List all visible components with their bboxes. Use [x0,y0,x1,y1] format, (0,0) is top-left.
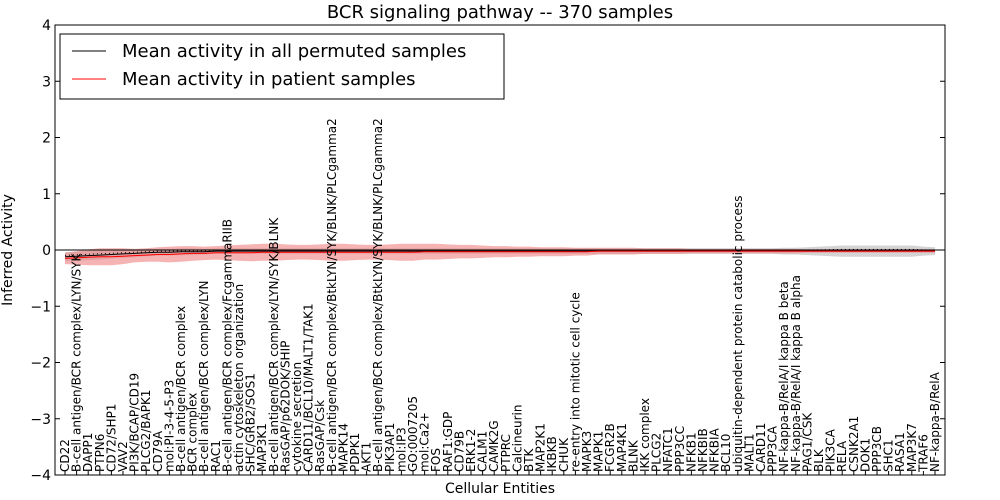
category-label: ubiquitin-dependent protein catabolic pr… [731,196,745,472]
category-label: PTPRC [499,434,513,472]
legend-entry-patient: Mean activity in patient samples [122,69,416,90]
category-label: VAV2 [116,441,130,472]
category-label: FOS [429,448,443,472]
category-label: MAP4K1 [615,423,629,472]
y-axis-label: Inferred Activity [0,194,16,306]
category-label: mol:IP3 [394,427,408,472]
category-label: B-cell antigen/BCR complex/LYN/SYK [70,252,84,472]
axes-frame [54,24,946,476]
category-label: MAPK3 [580,431,594,472]
category-label: B-cell antigen/BCR complex/BtkLYN/SYK/BL… [371,118,385,472]
category-label: NF-kappa-B/RelA [928,371,942,472]
category-label: CD79A [151,430,165,472]
category-label: IKK complex [638,398,652,472]
category-label: RasGAP/Csk [313,400,327,472]
legend: Mean activity in all permuted samples Mea… [59,33,505,100]
category-label: MAP3K1 [255,423,269,472]
category-label: RAF1:GDP [441,412,455,472]
category-label: PTPN6 [93,434,107,472]
category-label: BLK [812,448,826,472]
y-tick-label: −1 [30,299,51,315]
category-label: B-cell antigen/BCR complex/BtkLYN/SYK/BL… [325,118,339,472]
category-label: IKBKB [545,436,559,472]
category-label: PDPK1 [348,433,362,472]
chart-title: BCR signaling pathway -- 370 samples [327,2,673,23]
category-label: B-cell antigen/BCR complex [174,306,188,472]
y-tick-label: 2 [42,131,51,147]
category-label: NFATC1 [661,427,675,472]
category-label: MAP2K1 [534,423,548,472]
legend-box [59,33,505,100]
patient-std-band [65,243,935,266]
category-label: DAPP1 [81,433,95,472]
patient-mean-line [64,250,935,259]
category-label: cytokine secretion [290,362,304,472]
category-label: PAG1/CSK [800,412,814,472]
legend-entry-permuted: Mean activity in all permuted samples [122,41,466,62]
category-label: MALT1 [742,433,756,472]
y-tick-label: 3 [42,74,51,90]
category-label: SHC1 [882,439,896,472]
category-label: RAC1 [209,440,223,472]
y-tick-label: −4 [30,468,51,484]
x-axis-label: Cellular Entities [445,481,555,497]
category-label: FCGR2B [603,423,617,472]
category-label: BCL10 [719,434,733,472]
category-label: MAP3K7 [905,423,919,472]
category-label: PLCG2 [650,433,664,472]
category-label: RELA [835,440,849,472]
category-label: AKT1 [360,442,374,472]
category-label: CALM1 [476,431,490,472]
category-label: PIK3CA [824,428,838,472]
category-label: NF-kappa-B/RelA/I kappa B beta [777,281,791,472]
category-label: CAMK2G [487,420,501,472]
category-label: SHC/GRB2/SOS1 [244,373,258,472]
category-label: mol:Ca2+ [418,412,432,472]
category-label: PPP3CA [766,425,780,472]
category-label: ERK1-2 [464,429,478,472]
category-label: CARD11/BCL10/MALT1/TAK1 [302,303,316,472]
y-tick-label: −3 [30,412,51,428]
category-label: PIK3AP1 [383,423,397,472]
category-label: B-cell antigen/BCR complex/LYN [197,280,211,472]
category-label: TRAF6 [916,434,930,473]
category-label: BLNK [626,439,640,472]
category-label: RASA1 [893,432,907,472]
category-label: NFKBIA [708,427,722,472]
category-label: CHUK [557,437,571,472]
category-label: BTK [522,447,536,472]
y-tick-label: 1 [42,187,51,203]
category-label: mol:PI-3-4-5-P3 [162,380,176,472]
category-label: PPP3CC [673,426,687,472]
category-label: MAPK1 [592,431,606,472]
category-label: RasGAP/p62DOK/SHIP [278,341,292,472]
category-label: CSNK2A1 [847,416,861,472]
category-label: BCR complex [186,393,200,472]
category-label: re-entry into mitotic cell cycle [568,292,582,472]
category-label: B-cell antigen/BCR complex/FcgammaRIIB [220,219,234,472]
category-label: Calcineurin [510,405,524,472]
category-label: CD22 [58,439,72,472]
category-label: PI3K/BCAP/CD19 [128,373,142,472]
category-label: MAPK14 [336,423,350,472]
category-label: NF-kappa-B/RelA/I kappa B alpha [789,275,803,472]
category-label: PLCG2/BAPK1 [139,390,153,472]
category-label: CD72/SHP1 [104,404,118,472]
category-label: CARD11 [754,423,768,472]
category-label: B-cell antigen/BCR complex/LYN/SYK/BLNK [267,217,281,472]
category-label: DOK1 [858,438,872,472]
y-tick-label: −2 [30,356,51,372]
category-label: NFKB1 [684,432,698,472]
category-label: PPP3CB [870,426,884,472]
category-label: actin cytoskeleton organization [232,284,246,472]
y-tick-label: 4 [42,18,51,34]
category-label: NFKBIB [696,428,710,472]
category-label: CD79B [452,431,466,472]
y-tick-label: 0 [42,243,51,259]
category-label: GO:0007205 [406,396,420,472]
